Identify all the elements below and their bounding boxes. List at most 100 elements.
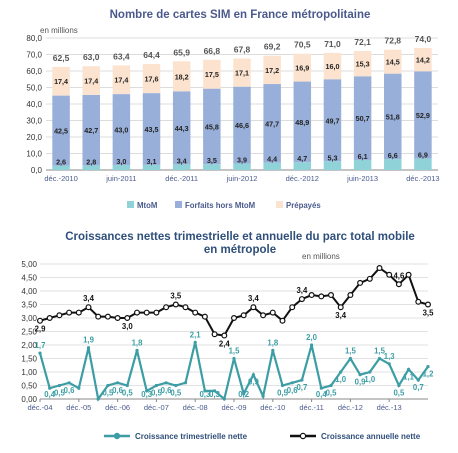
total-label: 63,4 (113, 51, 130, 61)
data-label: 42,7 (84, 126, 98, 135)
total-label: 65,9 (173, 47, 190, 57)
data-point (183, 381, 188, 385)
y-tick-label: 10,0 (26, 150, 42, 159)
data-point (172, 301, 179, 308)
data-label: 4,7 (297, 154, 307, 163)
bar-segment (142, 64, 161, 94)
data-label: 0,5 (122, 389, 134, 398)
data-point (261, 394, 265, 398)
bar-segment (323, 52, 342, 80)
x-tick-label: déc.-2013 (406, 174, 439, 183)
data-point (240, 312, 247, 319)
data-point (67, 381, 71, 385)
x-tick-label: déc.-04 (27, 403, 52, 412)
data-label: 3,4 (296, 286, 308, 295)
x-tick-label: déc.-09 (221, 403, 246, 412)
data-point (116, 381, 120, 385)
bar-segment (203, 88, 221, 165)
y-tick-label: 0,00 (21, 395, 37, 404)
x-tick-label: déc.-08 (183, 403, 208, 412)
data-point (377, 356, 382, 361)
bar-segment (112, 165, 131, 170)
data-point (163, 304, 170, 311)
total-label: 62,5 (53, 53, 70, 63)
total-label: 71,0 (324, 39, 341, 49)
data-point (405, 271, 412, 278)
data-label: 3,5 (423, 309, 435, 318)
y-tick-label: 2,00 (21, 341, 37, 350)
bar-segment (172, 61, 191, 92)
bar-segment (263, 55, 281, 85)
bar-segment (82, 165, 100, 170)
y-tick-label: 50,0 (26, 84, 42, 93)
data-label: 0,5 (54, 389, 66, 398)
data-label: 17,2 (265, 66, 279, 75)
data-point (104, 313, 111, 320)
data-label: 2,1 (190, 330, 202, 339)
data-point (328, 292, 335, 299)
chart-title: Nombre de cartes SIM en France métropoli… (110, 9, 371, 21)
bar-segment (172, 164, 191, 170)
data-label: 1,9 (83, 336, 95, 345)
total-label: 70,5 (294, 40, 311, 50)
bar-segment (142, 93, 161, 165)
data-label: 17,1 (235, 69, 249, 78)
data-label: 0,4 (44, 390, 56, 399)
legend-swatch (276, 201, 283, 208)
data-label: 17,5 (205, 70, 219, 79)
data-point (164, 381, 168, 385)
y-tick-label: 5,00 (21, 260, 37, 269)
bar-segment (82, 66, 100, 95)
data-label: 15,3 (356, 60, 370, 69)
bar-segment (293, 162, 312, 170)
total-label: 64,4 (143, 50, 160, 60)
data-label: 0,3 (141, 390, 153, 399)
y-tick-label: 4,00 (21, 287, 37, 296)
data-point (211, 331, 218, 338)
bar-segment (172, 91, 191, 165)
y-tick-label: 1,50 (21, 355, 37, 364)
data-point (232, 356, 236, 361)
data-label: 44,3 (175, 124, 189, 133)
data-label: 0,3 (209, 390, 221, 399)
data-point (329, 383, 333, 388)
x-tick-label: déc.-06 (105, 403, 130, 412)
bar-segment (323, 79, 342, 162)
data-point (289, 304, 296, 311)
data-point (319, 386, 323, 390)
bar-segment (263, 162, 281, 170)
data-label: 2,9 (35, 325, 47, 334)
total-label: 66,8 (204, 46, 221, 56)
data-point (348, 356, 352, 361)
data-label: 3,5 (207, 156, 217, 165)
y-tick-label: 3,50 (21, 301, 37, 310)
data-label: 17,6 (145, 75, 159, 84)
data-point (56, 312, 63, 319)
data-point (75, 309, 82, 316)
unit-label: en millions (40, 26, 78, 35)
bar-segment (384, 73, 402, 160)
x-tick-label: déc.-13 (377, 403, 402, 412)
data-label: 43,5 (145, 125, 159, 134)
data-point (269, 309, 276, 316)
data-point (308, 292, 315, 299)
data-point (134, 309, 141, 316)
data-point (242, 392, 246, 396)
data-point (298, 296, 305, 303)
bar-segment (52, 165, 70, 170)
data-label: 6,9 (418, 151, 428, 160)
legend-label: Prépayés (286, 201, 321, 210)
sim-cards-bar-chart: Nombre de cartes SIM en France métropoli… (26, 9, 439, 210)
bar-segment (353, 76, 372, 160)
data-point (38, 351, 42, 355)
data-label: 2,6 (56, 158, 66, 167)
data-point (250, 304, 257, 311)
data-label: 3,4 (248, 294, 260, 303)
chart-title-line-2: en métropole (204, 244, 276, 256)
bar-segment (112, 65, 131, 95)
x-tick-label: déc.-11 (299, 403, 323, 412)
data-label: 0,6 (64, 386, 76, 395)
bar-segment (203, 164, 221, 170)
data-label: 1,3 (384, 352, 396, 361)
data-point (153, 309, 160, 316)
